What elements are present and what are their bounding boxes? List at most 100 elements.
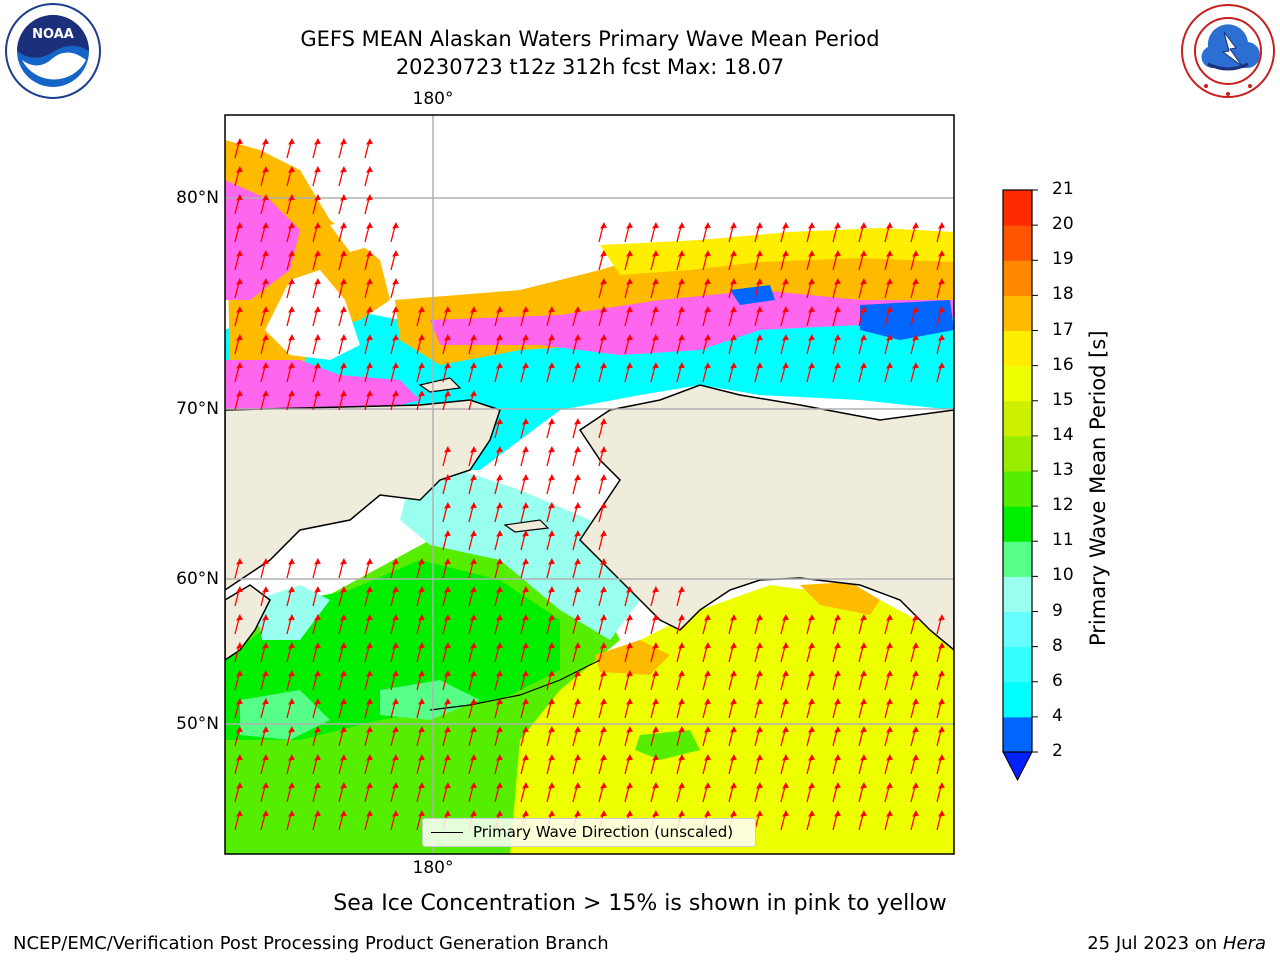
wave-arrow-head (755, 726, 763, 733)
wave-arrow-head (261, 670, 269, 677)
colorbar-label: Primary Wave Mean Period [s] (1086, 330, 1110, 646)
wave-arrow-head (391, 642, 399, 649)
wave-arrow-head (443, 810, 451, 817)
wave-arrow-head (677, 810, 685, 817)
wave-arrow-head (885, 810, 893, 817)
wave-arrow-head (287, 306, 295, 313)
wave-arrow-head (521, 754, 529, 761)
wave-arrow-head (469, 334, 477, 341)
colorbar-segment (1003, 646, 1032, 683)
wave-arrow-head (365, 306, 373, 313)
wave-arrow-head (781, 278, 789, 285)
wave-arrow-head (469, 502, 477, 509)
wave-arrow-head (625, 642, 633, 649)
wave-arrow-head (937, 670, 945, 677)
wave-arrow-head (287, 250, 295, 257)
wave-arrow-head (807, 250, 815, 257)
wave-arrow-head (885, 614, 893, 621)
wave-arrow-head (651, 726, 659, 733)
wave-arrow-head (417, 306, 425, 313)
wave-arrow-head (729, 810, 737, 817)
wave-arrow-head (599, 698, 607, 705)
wave-arrow-head (521, 306, 529, 313)
wave-arrow-head (547, 614, 555, 621)
wave-arrow-head (261, 138, 269, 145)
wave-arrow-head (859, 698, 867, 705)
colorbar-segment (1003, 435, 1032, 472)
wave-arrow-head (339, 810, 347, 817)
wave-arrow-head (391, 810, 399, 817)
wave-arrow-head (261, 222, 269, 229)
wave-arrow-head (729, 670, 737, 677)
wave-arrow-head (235, 306, 243, 313)
wave-arrow-head (547, 446, 555, 453)
wave-arrow-head (625, 222, 633, 229)
wave-arrow-head (339, 166, 347, 173)
wave-arrow-head (365, 754, 373, 761)
wave-arrow-head (833, 306, 841, 313)
wave-arrow-head (677, 334, 685, 341)
wave-arrow-head (885, 222, 893, 229)
wave-arrow-head (807, 726, 815, 733)
wave-arrow-head (547, 502, 555, 509)
wave-arrow-head (677, 642, 685, 649)
wave-arrow-head (469, 474, 477, 481)
wave-arrow-head (599, 278, 607, 285)
noaa-logo: NOAA (5, 3, 101, 99)
wave-arrow-head (287, 558, 295, 565)
wave-arrow-head (859, 222, 867, 229)
wave-arrow-head (469, 446, 477, 453)
wave-arrow-head (365, 222, 373, 229)
wave-arrow-head (339, 586, 347, 593)
wave-arrow-head (937, 334, 945, 341)
wave-arrow-head (391, 390, 399, 397)
wave-arrow-head (625, 726, 633, 733)
wave-arrow-head (495, 446, 503, 453)
wave-arrow-head (313, 698, 321, 705)
wave-arrow-head (599, 810, 607, 817)
wave-arrow-head (599, 726, 607, 733)
wave-arrow-head (677, 726, 685, 733)
chart-subtitle: 20230723 t12z 312h fcst Max: 18.07 (395, 55, 785, 79)
wave-arrow-head (235, 614, 243, 621)
wave-arrow-head (235, 390, 243, 397)
wave-arrow-head (833, 782, 841, 789)
wave-arrow-head (261, 250, 269, 257)
wave-arrow-head (235, 362, 243, 369)
wave-arrow-head (469, 810, 477, 817)
wave-arrow-head (365, 642, 373, 649)
wave-arrow-head (599, 222, 607, 229)
wave-arrow-head (625, 782, 633, 789)
wave-arrow-head (391, 222, 399, 229)
wave-arrow-head (443, 446, 451, 453)
wave-arrow-head (443, 334, 451, 341)
wave-arrow-head (807, 810, 815, 817)
wave-arrow-head (937, 362, 945, 369)
colorbar-segment (1003, 576, 1032, 612)
wave-arrow-head (443, 306, 451, 313)
wave-arrow-head (521, 474, 529, 481)
wave-arrow-head (287, 698, 295, 705)
wave-arrow-head (625, 306, 633, 313)
wave-arrow-head (469, 754, 477, 761)
wave-arrow-head (391, 670, 399, 677)
colorbar-tick-label: 13 (1052, 460, 1074, 480)
wave-arrow-head (261, 782, 269, 789)
wave-arrow-head (937, 278, 945, 285)
wave-arrow-head (235, 586, 243, 593)
wave-arrow-head (365, 362, 373, 369)
wave-arrow-head (495, 614, 503, 621)
wave-arrow-head (495, 418, 503, 425)
wave-arrow-head (885, 278, 893, 285)
wave-arrow-head (469, 614, 477, 621)
wave-arrow-head (365, 782, 373, 789)
wave-arrow-head (235, 642, 243, 649)
wave-arrow-head (573, 502, 581, 509)
colorbar-segment (1003, 681, 1032, 718)
wave-arrow-head (755, 278, 763, 285)
wave-direction-arrows (234, 138, 945, 831)
wave-arrow-head (313, 278, 321, 285)
colorbar-segment (1003, 365, 1032, 402)
colorbar-segment (1003, 471, 1032, 507)
